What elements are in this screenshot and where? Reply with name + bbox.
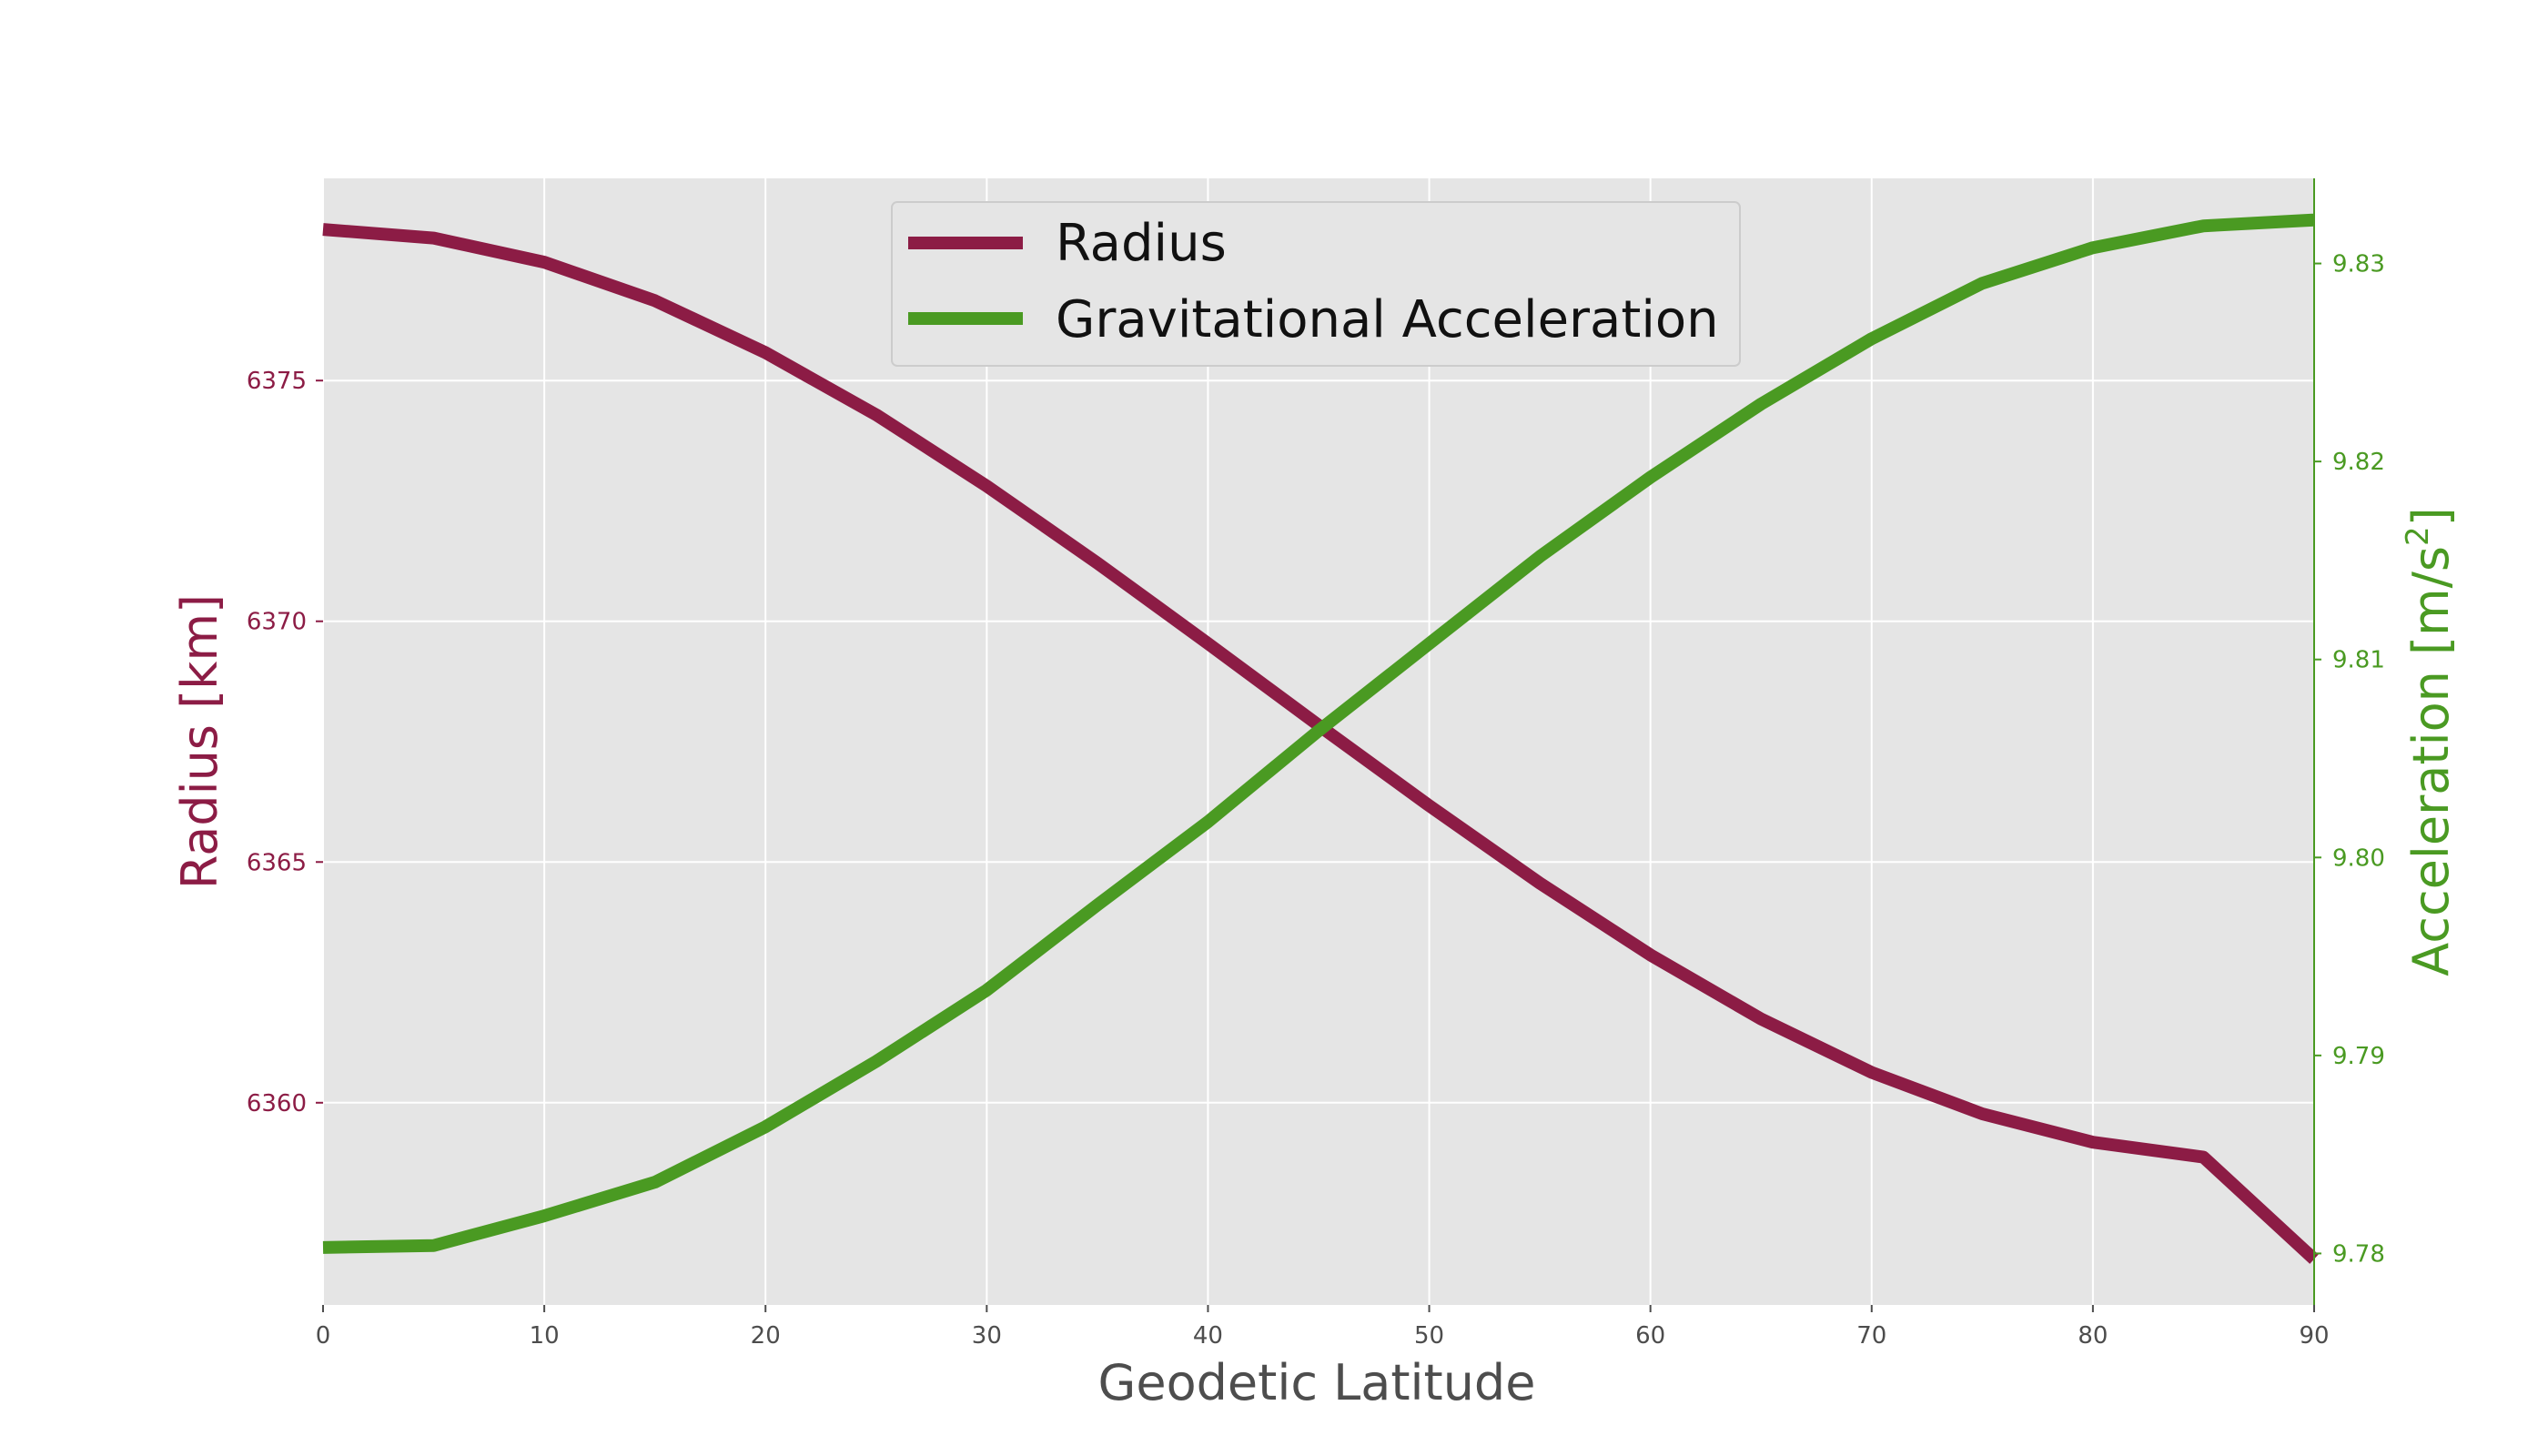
x-tick-label: 90 bbox=[2299, 1322, 2329, 1350]
x-tick-label: 40 bbox=[1193, 1322, 1223, 1350]
x-tick-label: 30 bbox=[972, 1322, 1002, 1350]
right-y-axis-title-sup: 2 bbox=[2400, 526, 2436, 546]
right-y-tick-label: 9.82 bbox=[2332, 449, 2385, 476]
legend-label-gravitational-acceleration: Gravitational Acceleration bbox=[1056, 290, 1719, 349]
left-y-axis-title: Radius [km] bbox=[171, 594, 228, 889]
left-y-axis-ticks: 6360 6365 6370 6375 bbox=[247, 368, 323, 1117]
right-y-tick-label: 9.81 bbox=[2332, 647, 2385, 674]
series-line-gravitational-acceleration bbox=[322, 213, 2315, 1254]
left-y-tick-label: 6360 bbox=[247, 1090, 307, 1117]
right-y-axis-title-suffix: ] bbox=[2402, 507, 2460, 526]
right-y-tick-label: 9.79 bbox=[2332, 1043, 2385, 1070]
left-y-tick-label: 6365 bbox=[247, 849, 307, 876]
right-y-tick-label: 9.80 bbox=[2332, 844, 2385, 872]
left-y-tick-label: 6370 bbox=[247, 609, 307, 636]
x-axis-title: Geodetic Latitude bbox=[1098, 1354, 1536, 1411]
right-y-axis-title: Acceleration [m/s2] bbox=[2400, 507, 2460, 976]
x-tick-label: 80 bbox=[2078, 1322, 2108, 1350]
x-tick-label: 70 bbox=[1856, 1322, 1886, 1350]
x-axis-ticks: 0 10 20 30 40 50 60 70 80 90 bbox=[316, 1305, 2330, 1350]
legend-label-radius: Radius bbox=[1056, 214, 1227, 273]
legend-box bbox=[891, 201, 1741, 367]
x-tick-label: 60 bbox=[1635, 1322, 1665, 1350]
series-lines bbox=[322, 213, 2319, 1264]
x-tick-label: 0 bbox=[316, 1322, 331, 1350]
x-tick-label: 50 bbox=[1414, 1322, 1444, 1350]
legend: Radius Gravitational Acceleration bbox=[891, 201, 1741, 367]
right-y-axis-ticks: 9.78 9.79 9.80 9.81 9.82 9.83 bbox=[2314, 251, 2385, 1268]
right-y-tick-label: 9.78 bbox=[2332, 1240, 2385, 1268]
right-y-axis-title-prefix: Acceleration [m/s bbox=[2402, 546, 2460, 976]
right-y-tick-label: 9.83 bbox=[2332, 251, 2385, 278]
left-y-tick-label: 6375 bbox=[247, 368, 307, 395]
x-tick-label: 10 bbox=[530, 1322, 560, 1350]
x-tick-label: 20 bbox=[751, 1322, 781, 1350]
